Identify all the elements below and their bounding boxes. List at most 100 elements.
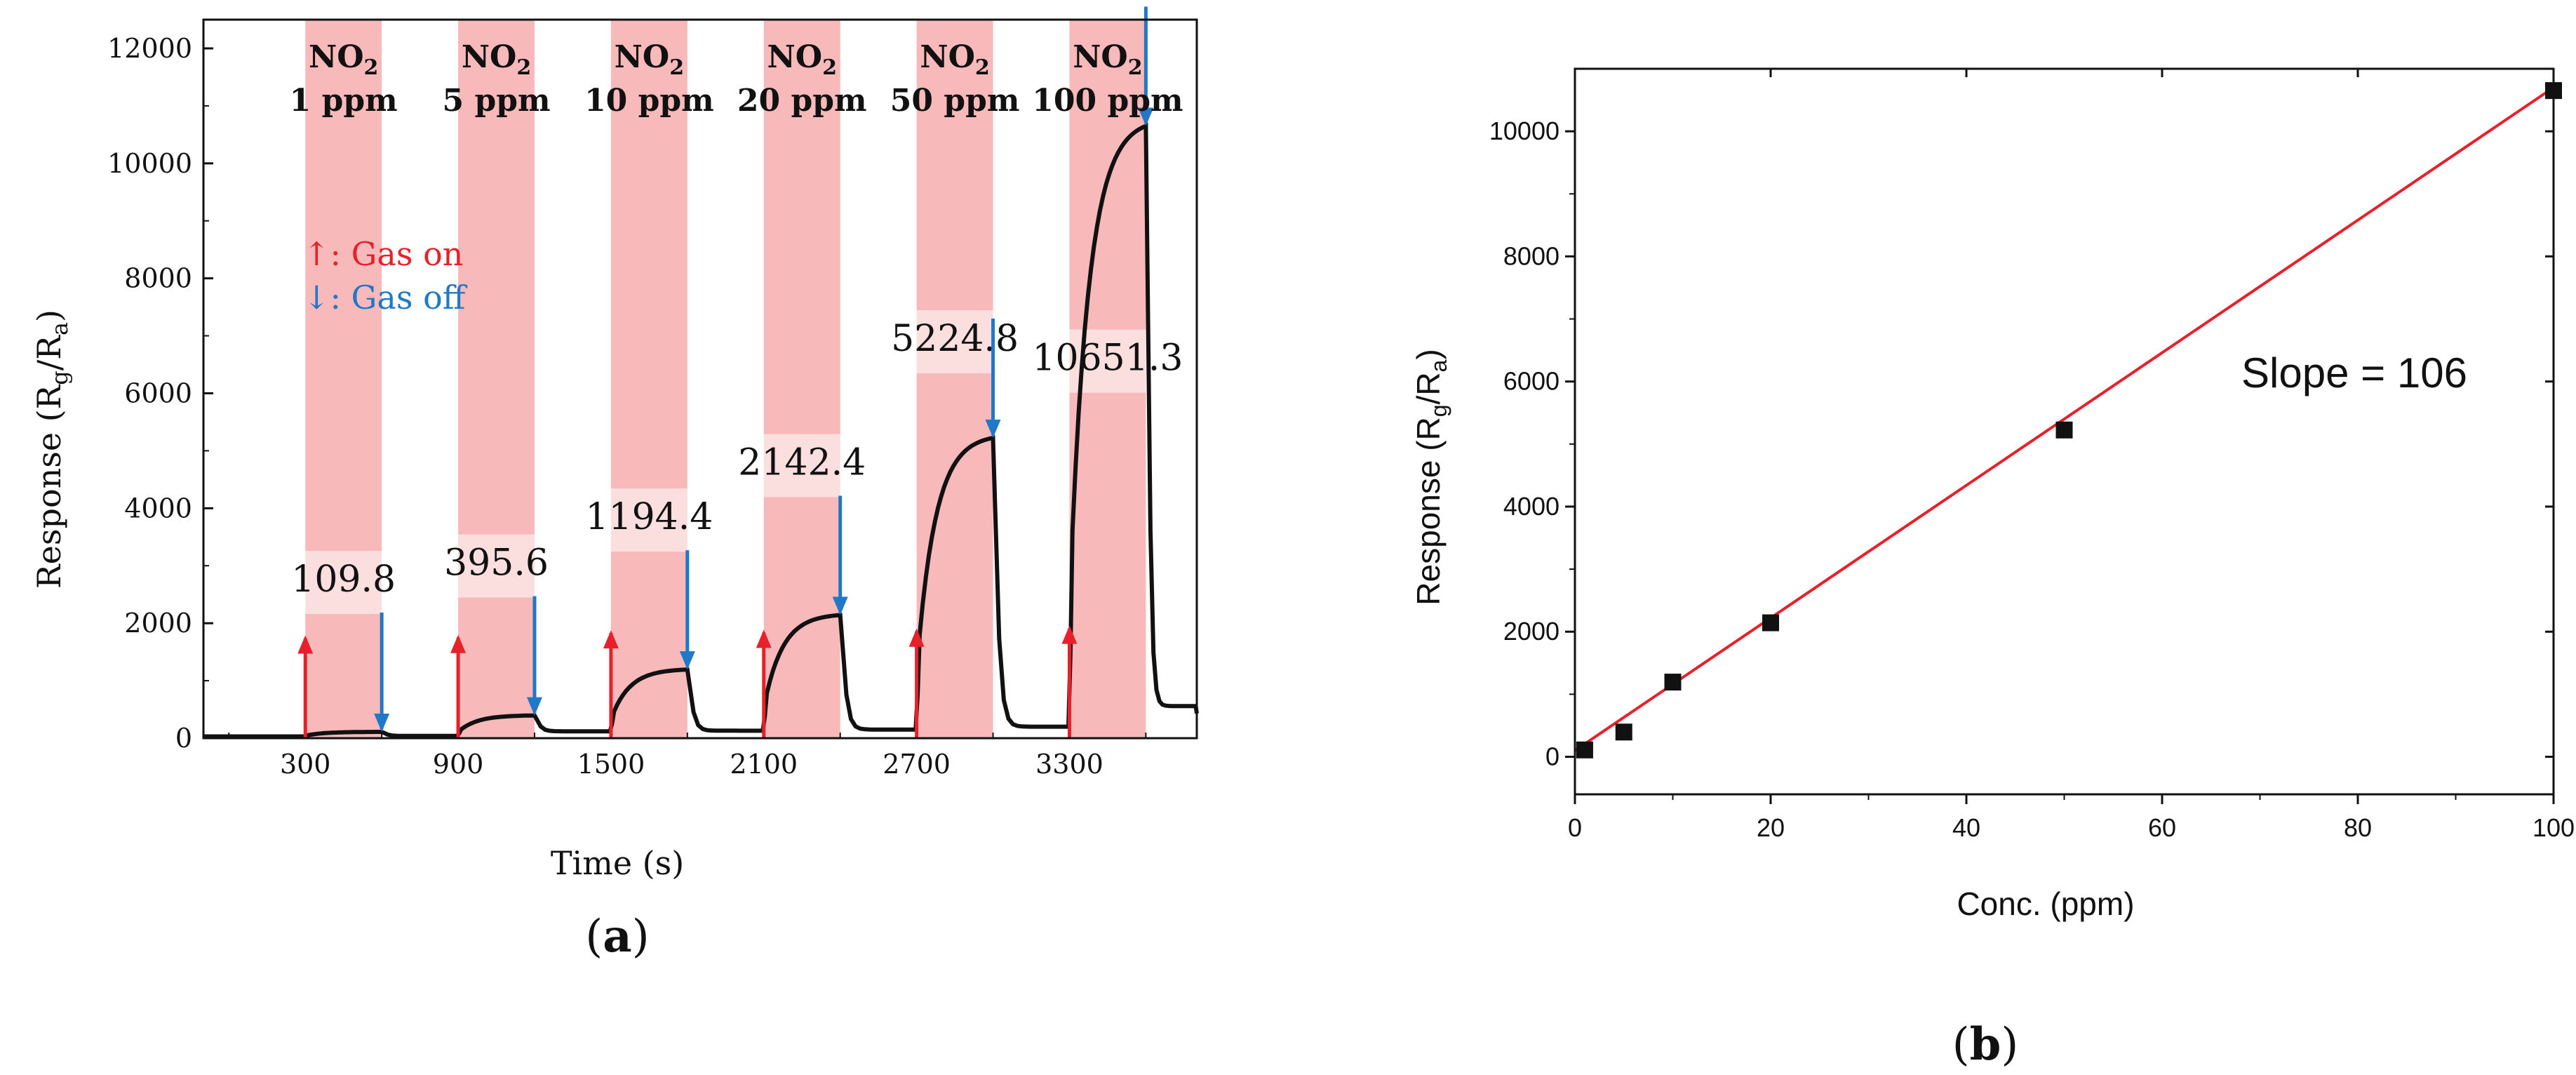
y-tick-label: 10000 bbox=[107, 148, 192, 179]
panel-a-ticks: 300 900 1500 2100 2700 3300 0 2000 4000 6000 8000 1… bbox=[107, 33, 1147, 780]
gas-on-arrow bbox=[1061, 625, 1078, 738]
legend-off: ↓: Gas off bbox=[303, 279, 468, 316]
peak-label: 109.8 bbox=[291, 559, 396, 601]
gas-subscript: 2 bbox=[822, 55, 837, 80]
arrow-head bbox=[374, 714, 390, 733]
gas-off-arrow bbox=[679, 550, 695, 670]
band-conc-label: 10 ppm bbox=[584, 83, 714, 119]
x-tick-label: 2700 bbox=[883, 749, 951, 780]
band-gas-label: NO2 bbox=[615, 39, 684, 80]
peak-labels: 109.8 395.6 1194.4 2142.4 5224.8 10651.3 bbox=[266, 310, 1185, 615]
ylabel-mid: /R bbox=[1410, 372, 1447, 404]
gas-subscript: 2 bbox=[669, 55, 684, 80]
x-tick-label: 900 bbox=[433, 749, 484, 780]
data-point bbox=[1615, 723, 1632, 741]
peak-label-box bbox=[419, 534, 574, 598]
band-gas-label: NO2 bbox=[462, 39, 531, 80]
data-point bbox=[1576, 741, 1593, 759]
ylabel-sub-a: a bbox=[1426, 359, 1451, 372]
ylabel-sub-g: g bbox=[46, 370, 73, 385]
panel-b-frame bbox=[1574, 67, 2555, 796]
peak-label: 1194.4 bbox=[585, 496, 713, 538]
arrow-head bbox=[756, 629, 772, 648]
exposure-band bbox=[458, 20, 535, 738]
arrow-head bbox=[527, 697, 542, 716]
gas-name: NO bbox=[615, 39, 670, 75]
y-tick-label: 12000 bbox=[107, 33, 192, 64]
ylabel-prefix: Response (R bbox=[1410, 417, 1447, 605]
exposure-band bbox=[763, 20, 840, 738]
gas-off-arrow bbox=[1138, 6, 1154, 126]
band-conc-label: 1 ppm bbox=[290, 83, 398, 119]
gas-name: NO bbox=[309, 39, 364, 75]
y-tick-label: 0 bbox=[175, 723, 192, 754]
x-tick-label: 0 bbox=[1568, 813, 1582, 842]
ylabel-sub-g: g bbox=[1426, 404, 1451, 417]
x-tick-label: 20 bbox=[1757, 813, 1785, 842]
panel-a-chart: 300 900 1500 2100 2700 3300 0 2000 4000 6000 8000 1… bbox=[30, 6, 1199, 963]
peak-label-box bbox=[878, 310, 1033, 373]
y-tick-label: 6000 bbox=[124, 378, 192, 408]
data-point bbox=[2055, 421, 2073, 439]
gas-off-arrow bbox=[374, 613, 390, 733]
arrow-head bbox=[908, 628, 925, 647]
band-gas-label: NO2 bbox=[920, 39, 989, 80]
exposure-band bbox=[610, 20, 687, 738]
arrow-head bbox=[1061, 625, 1078, 644]
gas-subscript: 2 bbox=[364, 55, 379, 80]
gas-name: NO bbox=[1073, 39, 1128, 75]
y-tick-label: 4000 bbox=[124, 493, 192, 523]
band-gas-label: NO2 bbox=[1073, 39, 1142, 80]
gas-off-arrow bbox=[985, 318, 1001, 438]
y-tick-label: 2000 bbox=[1503, 617, 1559, 646]
x-tick-label: 300 bbox=[280, 749, 331, 780]
peak-label: 2142.4 bbox=[738, 441, 866, 483]
x-tick-label: 100 bbox=[2533, 813, 2575, 842]
gas-off-arrow-glyph: ↓ bbox=[303, 279, 330, 316]
exposure-band bbox=[305, 20, 382, 738]
legend-on: ↑: Gas on bbox=[303, 235, 463, 273]
gas-subscript: 2 bbox=[1128, 55, 1143, 80]
y-tick-label: 4000 bbox=[1503, 492, 1559, 521]
panel-b-xlabel: Conc. (ppm) bbox=[1957, 886, 2134, 922]
peak-label: 395.6 bbox=[444, 542, 549, 585]
ylabel-prefix: Response (R bbox=[30, 384, 68, 589]
ylabel-mid: /R bbox=[30, 335, 68, 370]
gas-name: NO bbox=[767, 39, 823, 75]
gas-subscript: 2 bbox=[975, 55, 990, 80]
panel-b-chart: 0 20 40 60 80 100 0 2000 4000 6000 8000 10000 Slope… bbox=[1410, 67, 2575, 1071]
gas-name: NO bbox=[462, 39, 517, 75]
band-conc-label: 20 ppm bbox=[737, 83, 867, 119]
arrow-head bbox=[1138, 107, 1154, 126]
y-tick-label: 8000 bbox=[1503, 241, 1559, 270]
gas-name: NO bbox=[920, 39, 975, 75]
gas-off-arrow bbox=[527, 596, 542, 716]
x-tick-label: 80 bbox=[2344, 813, 2372, 842]
gas-off-text: : Gas off bbox=[330, 279, 468, 316]
panel-a-caption: (a) bbox=[585, 910, 649, 963]
peak-label-box bbox=[1030, 329, 1185, 393]
band-conc-label: 100 ppm bbox=[1032, 83, 1183, 119]
gas-on-arrow bbox=[908, 628, 925, 738]
y-tick-label: 2000 bbox=[124, 608, 192, 639]
ylabel-suffix: ) bbox=[1410, 349, 1447, 359]
panel-b-letter: b bbox=[1970, 1018, 2001, 1071]
panel-b-caption: (b) bbox=[1952, 1018, 2019, 1071]
x-tick-label: 40 bbox=[1952, 813, 1980, 842]
panel-a-xlabel: Time (s) bbox=[551, 844, 684, 882]
peak-label-box bbox=[725, 434, 880, 498]
gas-arrows bbox=[297, 6, 1154, 738]
gas-on-arrow bbox=[450, 634, 467, 738]
linear-fit-line bbox=[1574, 86, 2555, 752]
ylabel-sub-a: a bbox=[46, 322, 73, 335]
peak-label: 5224.8 bbox=[891, 318, 1019, 360]
y-tick-label: 8000 bbox=[124, 263, 192, 294]
x-tick-label: 60 bbox=[2148, 813, 2176, 842]
arrow-head bbox=[985, 419, 1001, 438]
data-point bbox=[1664, 674, 1682, 691]
y-tick-label: 10000 bbox=[1489, 116, 1559, 145]
exposure-band bbox=[916, 20, 993, 738]
exposure-bands bbox=[305, 20, 1146, 738]
panel-a-frame bbox=[202, 18, 1198, 740]
